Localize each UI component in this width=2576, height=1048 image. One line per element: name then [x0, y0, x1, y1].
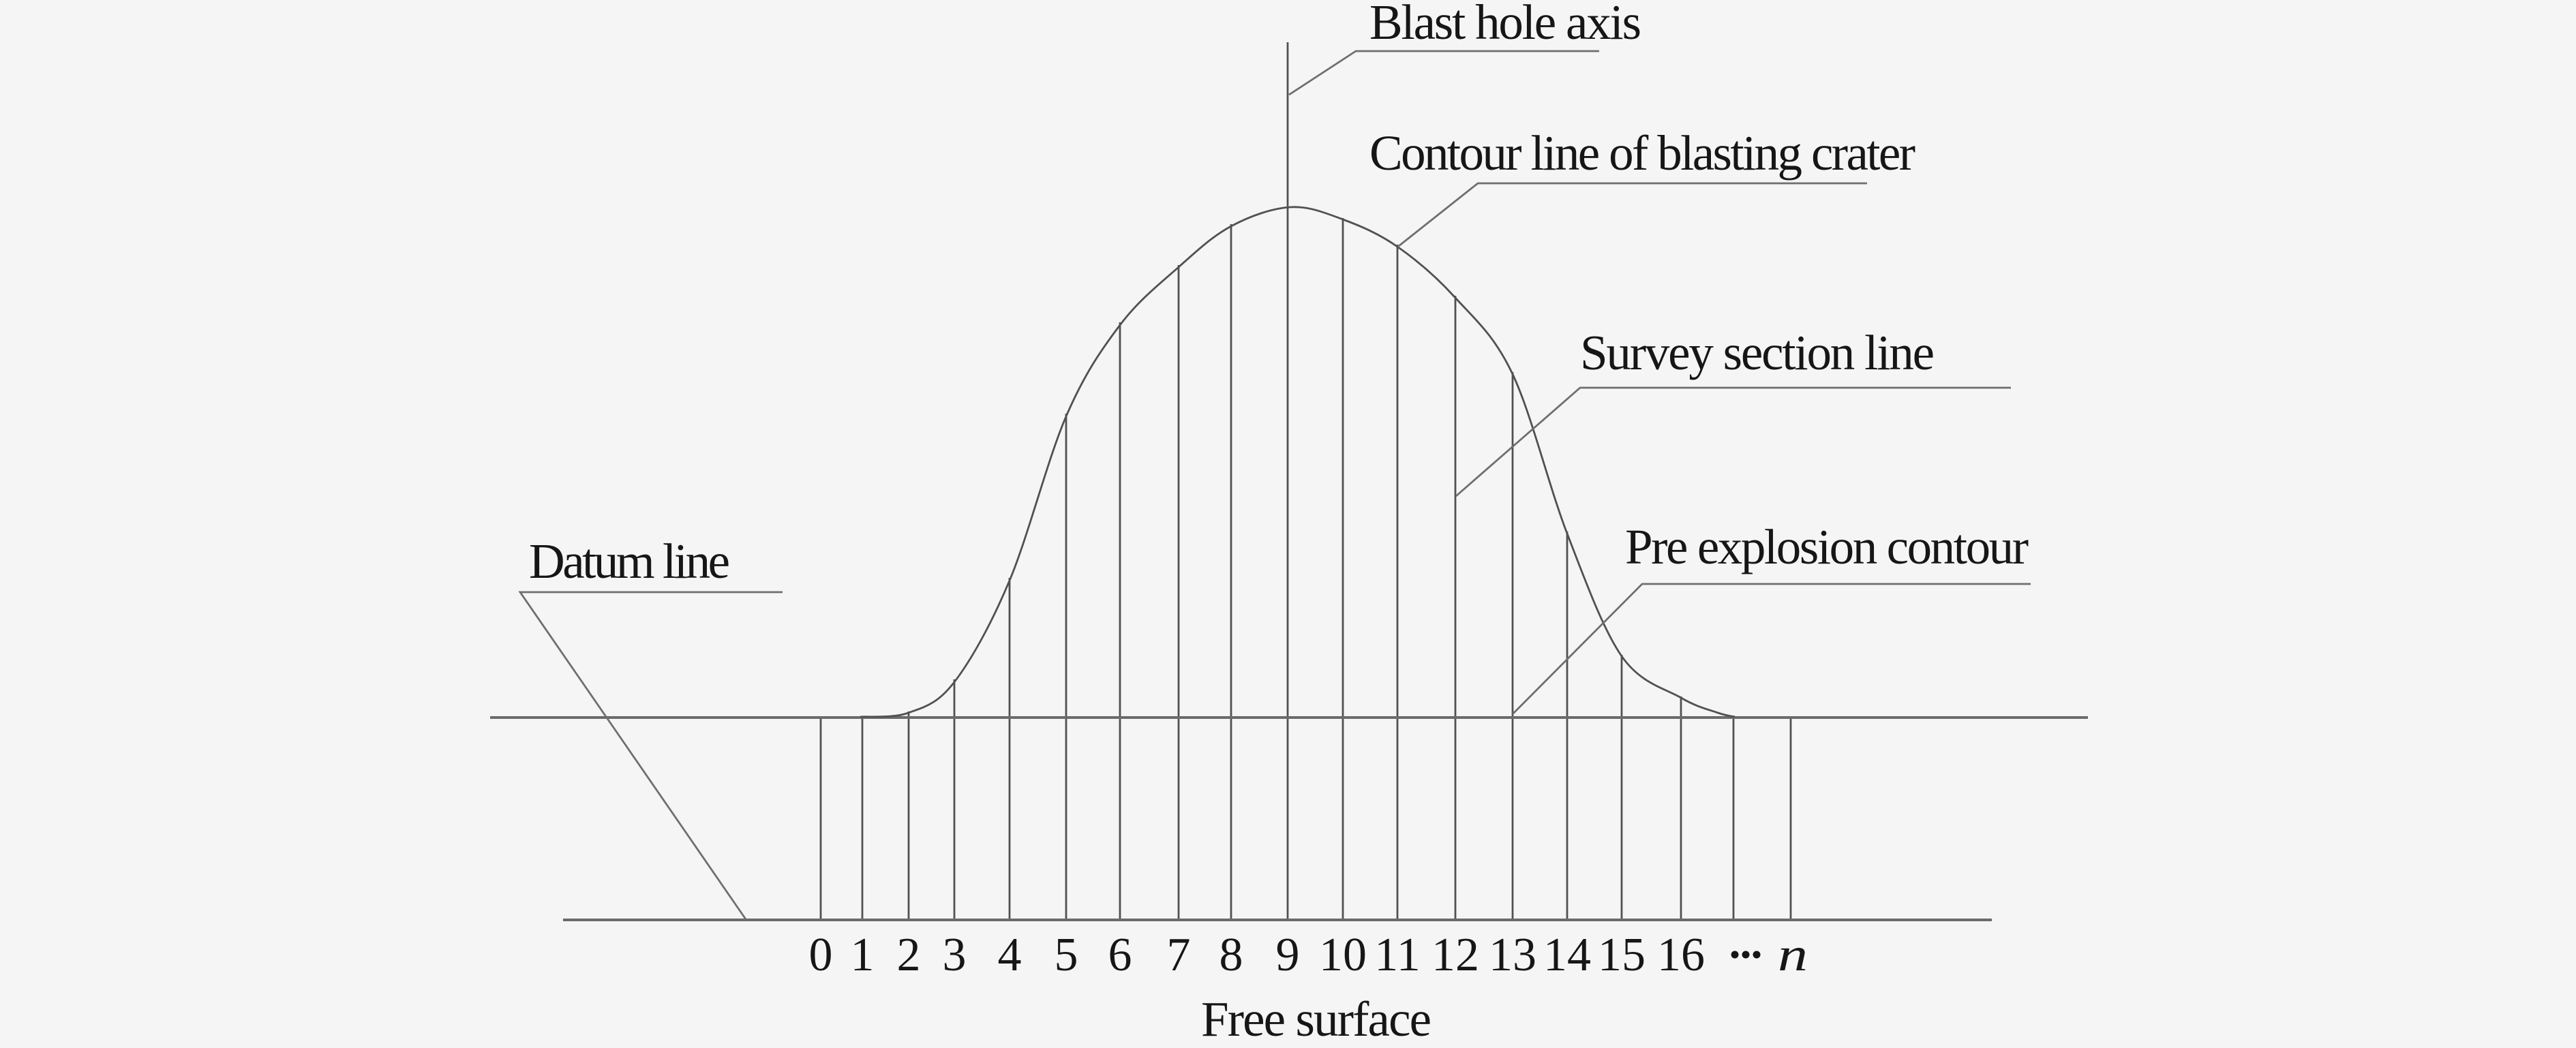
svg-text:16: 16	[1657, 929, 1705, 981]
svg-text:Free surface: Free surface	[1201, 991, 1431, 1047]
svg-text:11: 11	[1374, 929, 1420, 981]
svg-text:Contour line of blasting crate: Contour line of blasting crater	[1369, 125, 1915, 181]
svg-text:4: 4	[998, 929, 1022, 981]
svg-text:10: 10	[1319, 929, 1367, 981]
svg-text:0: 0	[809, 929, 833, 981]
svg-text:Blast hole axis: Blast hole axis	[1369, 0, 1641, 50]
svg-text:Survey section line: Survey section line	[1580, 325, 1935, 380]
svg-text:3: 3	[943, 929, 967, 981]
svg-text:15: 15	[1598, 929, 1646, 981]
svg-text:1: 1	[851, 929, 875, 981]
svg-text:Datum line: Datum line	[529, 534, 730, 589]
svg-text:6: 6	[1108, 929, 1132, 981]
svg-text:9: 9	[1276, 929, 1300, 981]
svg-text:12: 12	[1431, 929, 1479, 981]
svg-text:Pre explosion contour: Pre explosion contour	[1625, 519, 2029, 574]
svg-text:5: 5	[1055, 929, 1078, 981]
svg-text:14: 14	[1543, 929, 1591, 981]
svg-text:8: 8	[1219, 929, 1243, 981]
svg-text:n: n	[1778, 929, 1808, 981]
svg-text:7: 7	[1167, 929, 1191, 981]
svg-text:2: 2	[897, 929, 921, 981]
svg-text:13: 13	[1489, 929, 1536, 981]
